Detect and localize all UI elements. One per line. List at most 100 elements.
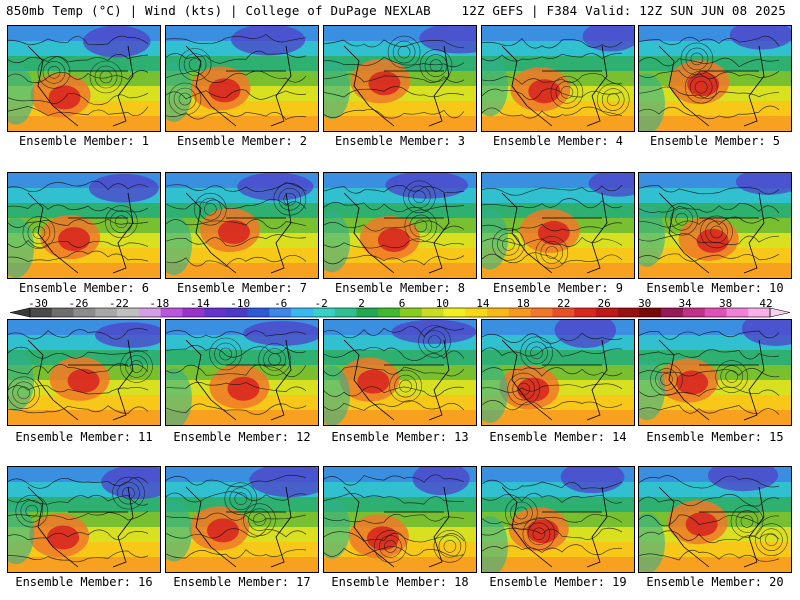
- pressure-contour-ring: [183, 53, 207, 76]
- pressure-contour-ring: [443, 540, 457, 553]
- contour-line: [482, 367, 623, 377]
- cold-air-mass: [735, 173, 791, 195]
- contour-line: [166, 474, 307, 488]
- valid-time-label: 12Z GEFS | F384 Valid: 12Z SUN JUN 08 20…: [461, 3, 786, 18]
- ocean-cool-region: [482, 515, 508, 572]
- pressure-contour-ring: [258, 343, 291, 376]
- pressure-contour-ring: [130, 360, 143, 373]
- hot-core: [67, 368, 100, 393]
- contour-line: [324, 474, 465, 486]
- pressure-contour-ring: [263, 348, 286, 371]
- ensemble-member-label: Ensemble Member: 5: [649, 134, 781, 148]
- ensemble-map-panel: [165, 319, 319, 426]
- pressure-contour-ring: [219, 347, 232, 361]
- pressure-contour-ring: [555, 81, 579, 104]
- contour-line: [166, 254, 307, 267]
- pressure-contour-ring: [715, 360, 748, 393]
- colorbar-left-arrow: [9, 307, 31, 318]
- pressure-contour-ring: [397, 45, 411, 59]
- pressure-contour-ring: [112, 476, 145, 510]
- ensemble-member-label: Ensemble Member: 1: [18, 134, 150, 148]
- pressure-contour-ring: [414, 219, 428, 233]
- cold-air-mass: [237, 173, 314, 201]
- pressure-contour-ring: [117, 481, 140, 505]
- ensemble-member-label: Ensemble Member: 10: [646, 281, 784, 295]
- colorbar-segment: [182, 308, 205, 317]
- ocean-cool-region: [8, 504, 34, 565]
- ensemble-map-panel: [481, 466, 635, 573]
- pressure-contour-ring: [510, 501, 533, 525]
- contour-line: [8, 362, 149, 375]
- colorbar-segment: [661, 308, 684, 317]
- pressure-contour-ring: [710, 225, 723, 239]
- cold-air-mass: [419, 26, 476, 54]
- pressure-contour-ring: [419, 49, 453, 82]
- pressure-contour-ring: [25, 504, 39, 518]
- colorbar-segment: [312, 308, 335, 317]
- coastline-border: [658, 192, 765, 274]
- contour-line: [482, 88, 623, 101]
- colorbar-segment: [291, 308, 314, 317]
- temperature-band: [639, 410, 791, 425]
- temperature-map: [324, 467, 476, 572]
- contour-line: [324, 531, 465, 543]
- pressure-contour-ring: [690, 52, 704, 66]
- ocean-cool-region: [8, 217, 34, 278]
- pressure-contour-ring: [229, 487, 253, 511]
- ensemble-member-label: Ensemble Member: 19: [489, 575, 627, 589]
- ensemble-map-panel: [323, 466, 477, 573]
- colorbar-segment: [726, 308, 749, 317]
- pressure-contour-ring: [705, 220, 728, 244]
- pressure-contour-ring: [655, 368, 678, 391]
- ensemble-member-label: Ensemble Member: 12: [173, 430, 311, 444]
- ensemble-member-label: Ensemble Member: 7: [176, 281, 308, 295]
- pressure-contour-ring: [725, 370, 738, 383]
- temperature-band: [639, 350, 791, 366]
- pressure-contour-ring: [433, 530, 467, 563]
- temperature-map: [166, 467, 318, 572]
- ocean-cool-region: [639, 513, 665, 572]
- pressure-contour-ring: [384, 540, 397, 553]
- temperature-map: [166, 26, 318, 131]
- contour-line: [482, 73, 623, 85]
- colorbar-segment: [421, 308, 444, 317]
- temperature-band: [8, 497, 160, 513]
- cold-air-mass: [707, 467, 779, 492]
- coastline-border: [185, 339, 292, 421]
- pressure-contour-ring: [168, 82, 202, 116]
- temperature-band: [8, 56, 160, 72]
- colorbar-segment: [95, 308, 118, 317]
- pressure-contour-ring: [17, 386, 30, 400]
- pressure-contour-ring: [507, 372, 541, 406]
- ensemble-map-panel: [7, 319, 161, 426]
- pressure-contour-ring: [125, 355, 148, 378]
- pressure-contour-ring: [253, 513, 266, 527]
- pressure-contour-ring: [740, 515, 754, 528]
- ensemble-map-panel: [165, 466, 319, 573]
- contour-line: [324, 493, 465, 505]
- colorbar-segment: [508, 308, 531, 317]
- pressure-contour-ring: [27, 221, 51, 244]
- pressure-contour-ring: [214, 342, 237, 366]
- pressure-contour-ring: [203, 202, 217, 216]
- temperature-map: [639, 26, 791, 131]
- colorbar-tick-label: 22: [557, 297, 571, 310]
- pressure-contour-ring: [601, 88, 625, 111]
- pressure-contour-ring: [755, 523, 788, 556]
- pressure-contour-ring: [20, 499, 44, 523]
- contour-line: [166, 89, 307, 100]
- contour-line: [324, 108, 465, 119]
- ensemble-map-panel: [323, 25, 477, 132]
- contour-line: [8, 405, 149, 414]
- ensemble-member-label: Ensemble Member: 14: [489, 430, 627, 444]
- contour-line: [482, 222, 623, 232]
- pressure-contour-ring: [689, 75, 713, 99]
- contour-line: [166, 364, 307, 378]
- cold-air-mass: [582, 26, 634, 52]
- contour-line: [324, 185, 465, 194]
- contour-line: [166, 330, 307, 339]
- temperature-band: [639, 116, 791, 131]
- temperature-band: [482, 497, 634, 513]
- contour-line: [166, 50, 307, 64]
- cold-air-mass: [588, 173, 634, 197]
